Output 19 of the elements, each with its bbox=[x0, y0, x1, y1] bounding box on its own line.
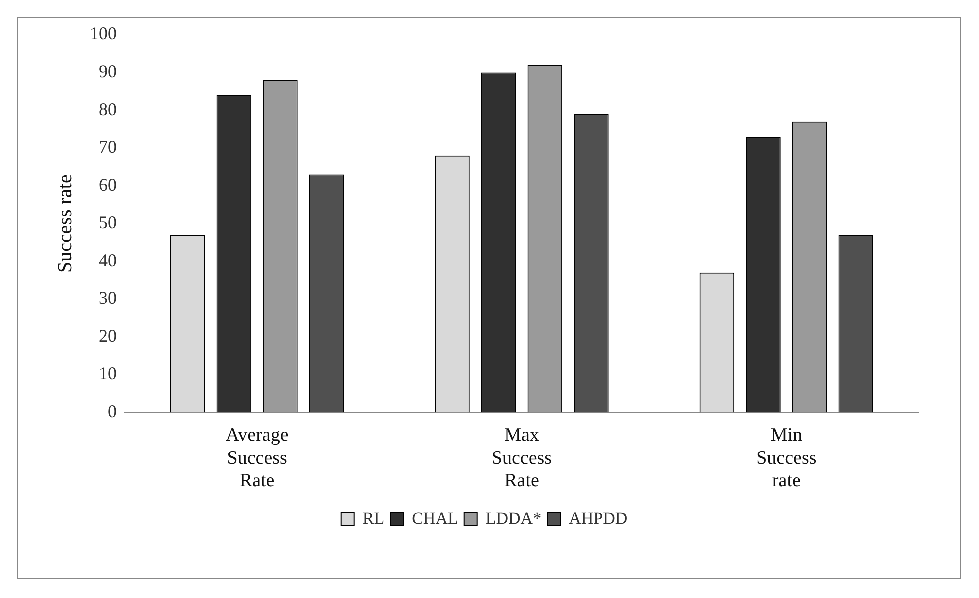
y-tick-label: 60 bbox=[99, 174, 117, 195]
y-tick-label: 10 bbox=[99, 364, 117, 384]
legend-label: CHAL bbox=[412, 508, 458, 528]
y-tick-label: 70 bbox=[99, 137, 117, 158]
y-axis-title: Success rate bbox=[54, 174, 76, 273]
y-tick-label: 30 bbox=[99, 288, 117, 308]
y-tick-label: 40 bbox=[99, 250, 117, 270]
x-tick-label: Max Success Rate bbox=[492, 424, 552, 492]
legend-label: LDDA* bbox=[486, 508, 542, 528]
x-tick-label: Average Success Rate bbox=[226, 424, 289, 492]
x-tick-label: Min Success rate bbox=[756, 424, 817, 492]
y-tick-label: 0 bbox=[108, 401, 117, 422]
y-tick-label: 50 bbox=[99, 212, 117, 233]
legend-label: RL bbox=[362, 508, 385, 528]
y-tick-label: 80 bbox=[99, 99, 117, 120]
y-tick-label: 20 bbox=[99, 326, 117, 346]
y-tick-label: 100 bbox=[90, 24, 117, 44]
y-tick-label: 90 bbox=[99, 61, 117, 82]
legend-label: AHPDD bbox=[569, 508, 628, 528]
